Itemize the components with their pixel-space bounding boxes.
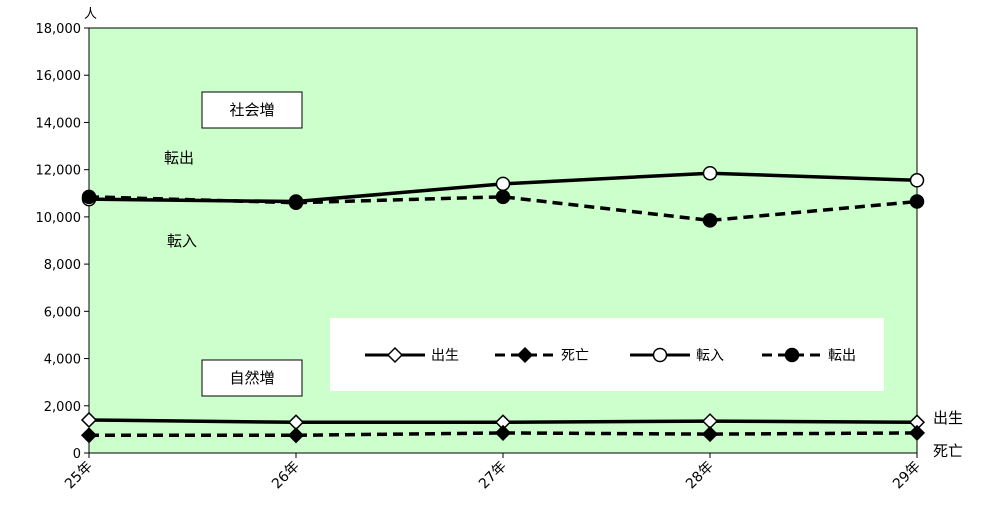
series-line: [88, 195, 918, 223]
y-tick-label: 16,000: [36, 69, 82, 84]
series-layer: [80, 165, 926, 444]
y-tick-label: 8,000: [44, 258, 81, 273]
data-point: [909, 194, 925, 209]
legend-label: 死亡: [561, 348, 589, 364]
data-point: [288, 195, 304, 210]
series-1: [80, 424, 926, 444]
data-point: [81, 189, 97, 205]
natural-increase-box: [201, 359, 303, 397]
legend-swatch-marker: [652, 347, 668, 363]
legend-swatch-marker: [386, 346, 404, 364]
data-point: [80, 427, 98, 444]
right-label-death: 死亡: [933, 442, 963, 460]
legend-swatch-marker: [784, 347, 800, 363]
right-label-birth: 出生: [933, 409, 963, 427]
legend-swatch-marker: [516, 346, 534, 364]
series-3: [81, 189, 925, 228]
legend-item: 死亡: [495, 346, 589, 364]
data-point: [702, 213, 718, 228]
legend-item: 転入: [630, 347, 724, 364]
y-tick-label: 2,000: [44, 400, 81, 415]
data-point: [701, 426, 719, 443]
tenshutsu-annotation: 転出: [164, 149, 194, 167]
legend-label: 出生: [431, 348, 459, 364]
y-tick-label: 10,000: [36, 211, 82, 226]
data-point: [702, 165, 718, 181]
data-point: [495, 189, 511, 205]
series-line: [89, 431, 918, 438]
data-point: [495, 176, 511, 192]
data-point: [287, 427, 305, 444]
y-tick-label: 12,000: [36, 164, 82, 179]
series-0: [80, 411, 926, 431]
data-point: [494, 424, 512, 441]
y-tick-label: 4,000: [44, 353, 81, 368]
natural-increase-label: 自然増: [229, 369, 274, 387]
data-point: [908, 424, 926, 441]
legend-item: 出生: [365, 346, 459, 364]
tennyu-annotation: 転入: [167, 232, 197, 250]
y-tick-label: 18,000: [36, 22, 82, 37]
data-point: [80, 411, 98, 429]
y-tick-label: 0: [73, 447, 81, 462]
y-tick-label: 14,000: [36, 116, 82, 131]
legend-label: 転入: [696, 348, 724, 364]
data-point: [909, 173, 925, 188]
y-axis: 0 2,000 4,000 6,000 8,000 10,000 12,000 14,000 1…: [36, 22, 89, 462]
y-axis-unit: 人: [84, 7, 97, 22]
legend-item: 転出: [762, 347, 856, 364]
y-tick-label: 6,000: [44, 305, 81, 320]
legend-label: 転出: [828, 348, 856, 364]
social-increase-box: [201, 91, 303, 129]
social-increase-label: 社会増: [229, 101, 274, 119]
legend: 出生 死亡 転入 転出: [365, 346, 856, 364]
